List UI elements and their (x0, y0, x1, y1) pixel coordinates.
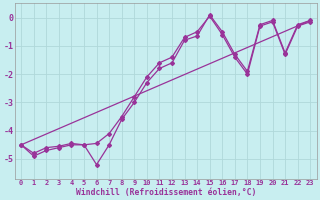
X-axis label: Windchill (Refroidissement éolien,°C): Windchill (Refroidissement éolien,°C) (76, 188, 256, 197)
